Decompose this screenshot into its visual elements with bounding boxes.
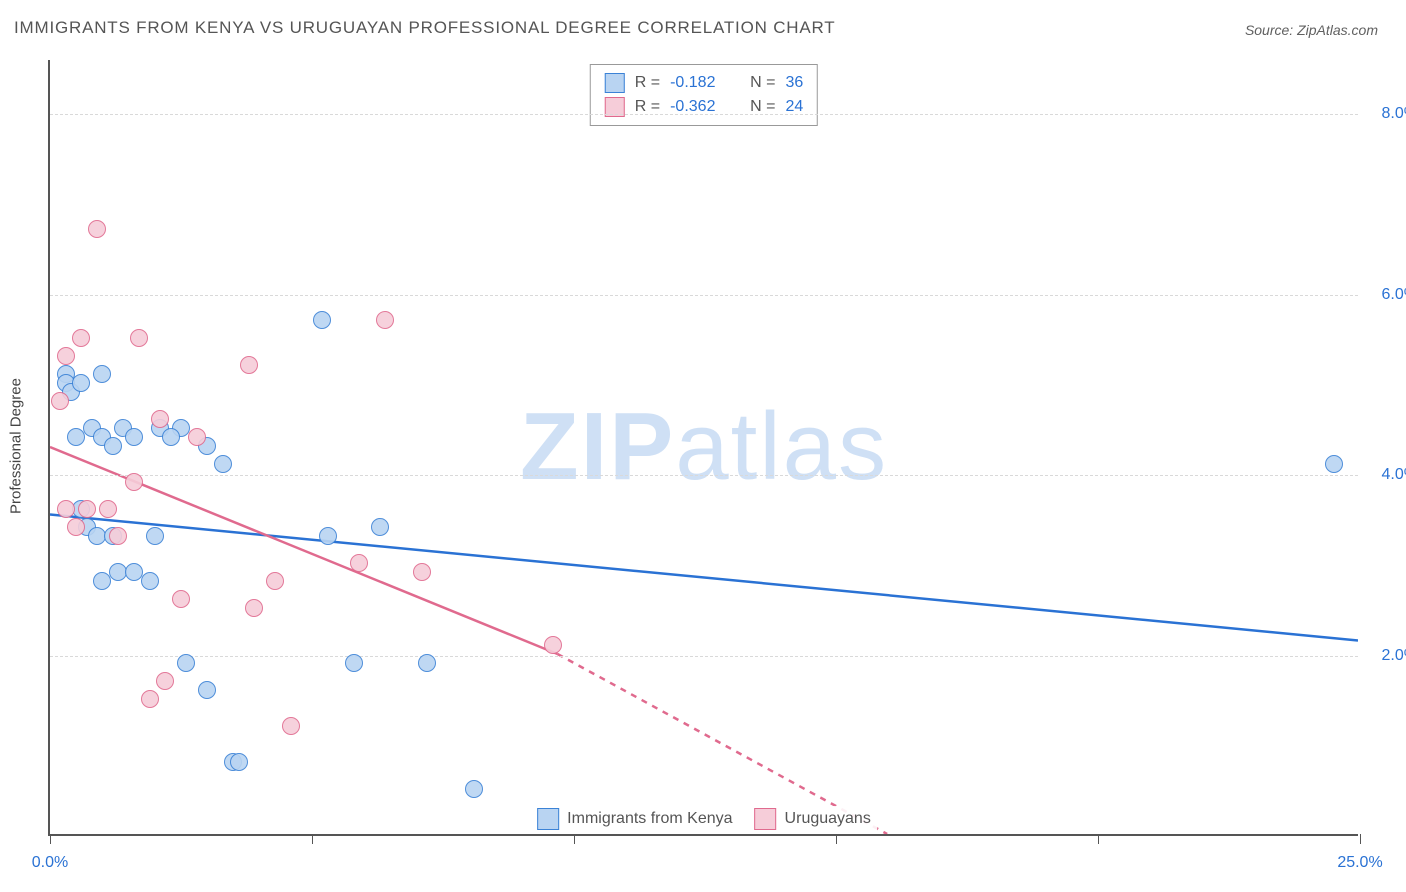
legend-item: Uruguayans: [755, 808, 871, 830]
y-tick-label: 4.0%: [1382, 466, 1406, 484]
data-point: [1325, 455, 1343, 473]
data-point: [109, 527, 127, 545]
data-point: [151, 410, 169, 428]
bottom-legend: Immigrants from Kenya Uruguayans: [531, 806, 877, 832]
data-point: [99, 500, 117, 518]
data-point: [57, 347, 75, 365]
data-point: [350, 554, 368, 572]
data-point: [72, 374, 90, 392]
watermark-light: atlas: [675, 393, 888, 500]
data-point: [72, 329, 90, 347]
watermark: ZIPatlas: [520, 392, 888, 502]
x-tick: [836, 834, 837, 844]
data-point: [245, 599, 263, 617]
swatch-icon: [755, 808, 777, 830]
data-point: [198, 681, 216, 699]
y-tick-label: 8.0%: [1382, 105, 1406, 123]
data-point: [78, 500, 96, 518]
y-tick-label: 2.0%: [1382, 647, 1406, 665]
x-tick: [1098, 834, 1099, 844]
x-tick: [574, 834, 575, 844]
data-point: [465, 780, 483, 798]
legend-label: Uruguayans: [785, 810, 871, 828]
y-tick-label: 6.0%: [1382, 286, 1406, 304]
data-point: [93, 365, 111, 383]
data-point: [371, 518, 389, 536]
grid-line: [50, 114, 1358, 115]
data-point: [418, 654, 436, 672]
legend-label: Immigrants from Kenya: [567, 810, 732, 828]
data-point: [544, 636, 562, 654]
data-point: [130, 329, 148, 347]
data-point: [57, 500, 75, 518]
y-axis-label: Professional Degree: [8, 378, 25, 514]
swatch-icon: [537, 808, 559, 830]
data-point: [146, 527, 164, 545]
data-point: [141, 690, 159, 708]
data-point: [376, 311, 394, 329]
x-tick-label: 0.0%: [32, 854, 68, 872]
data-point: [67, 518, 85, 536]
chart-title: IMMIGRANTS FROM KENYA VS URUGUAYAN PROFE…: [14, 18, 835, 38]
trend-lines: [50, 60, 1358, 834]
data-point: [240, 356, 258, 374]
data-point: [313, 311, 331, 329]
data-point: [345, 654, 363, 672]
data-point: [93, 572, 111, 590]
stats-row: R =-0.362N =24: [605, 95, 803, 119]
stat-r-value: -0.182: [670, 74, 740, 92]
data-point: [188, 428, 206, 446]
watermark-bold: ZIP: [520, 393, 675, 500]
data-point: [319, 527, 337, 545]
stat-label: N =: [750, 74, 775, 92]
data-point: [177, 654, 195, 672]
x-tick: [1360, 834, 1361, 844]
grid-line: [50, 475, 1358, 476]
data-point: [214, 455, 232, 473]
data-point: [156, 672, 174, 690]
grid-line: [50, 295, 1358, 296]
data-point: [266, 572, 284, 590]
data-point: [162, 428, 180, 446]
data-point: [88, 220, 106, 238]
x-tick: [312, 834, 313, 844]
data-point: [413, 563, 431, 581]
data-point: [172, 590, 190, 608]
swatch-icon: [605, 73, 625, 93]
stats-box: R = -0.182 N = 36 R =-0.362N =24: [590, 64, 818, 126]
legend-item: Immigrants from Kenya: [537, 808, 732, 830]
x-tick-label: 25.0%: [1337, 854, 1382, 872]
data-point: [104, 437, 122, 455]
data-point: [125, 428, 143, 446]
data-point: [230, 753, 248, 771]
plot-area: ZIPatlas R = -0.182 N = 36 R =-0.362N =24 Im…: [48, 60, 1358, 836]
data-point: [282, 717, 300, 735]
data-point: [51, 392, 69, 410]
stat-n-value: 36: [785, 74, 803, 92]
x-tick: [50, 834, 51, 844]
stats-row: R = -0.182 N = 36: [605, 71, 803, 95]
grid-line: [50, 656, 1358, 657]
stat-label: R =: [635, 74, 660, 92]
source-label: Source: ZipAtlas.com: [1245, 22, 1378, 38]
data-point: [125, 473, 143, 491]
data-point: [141, 572, 159, 590]
